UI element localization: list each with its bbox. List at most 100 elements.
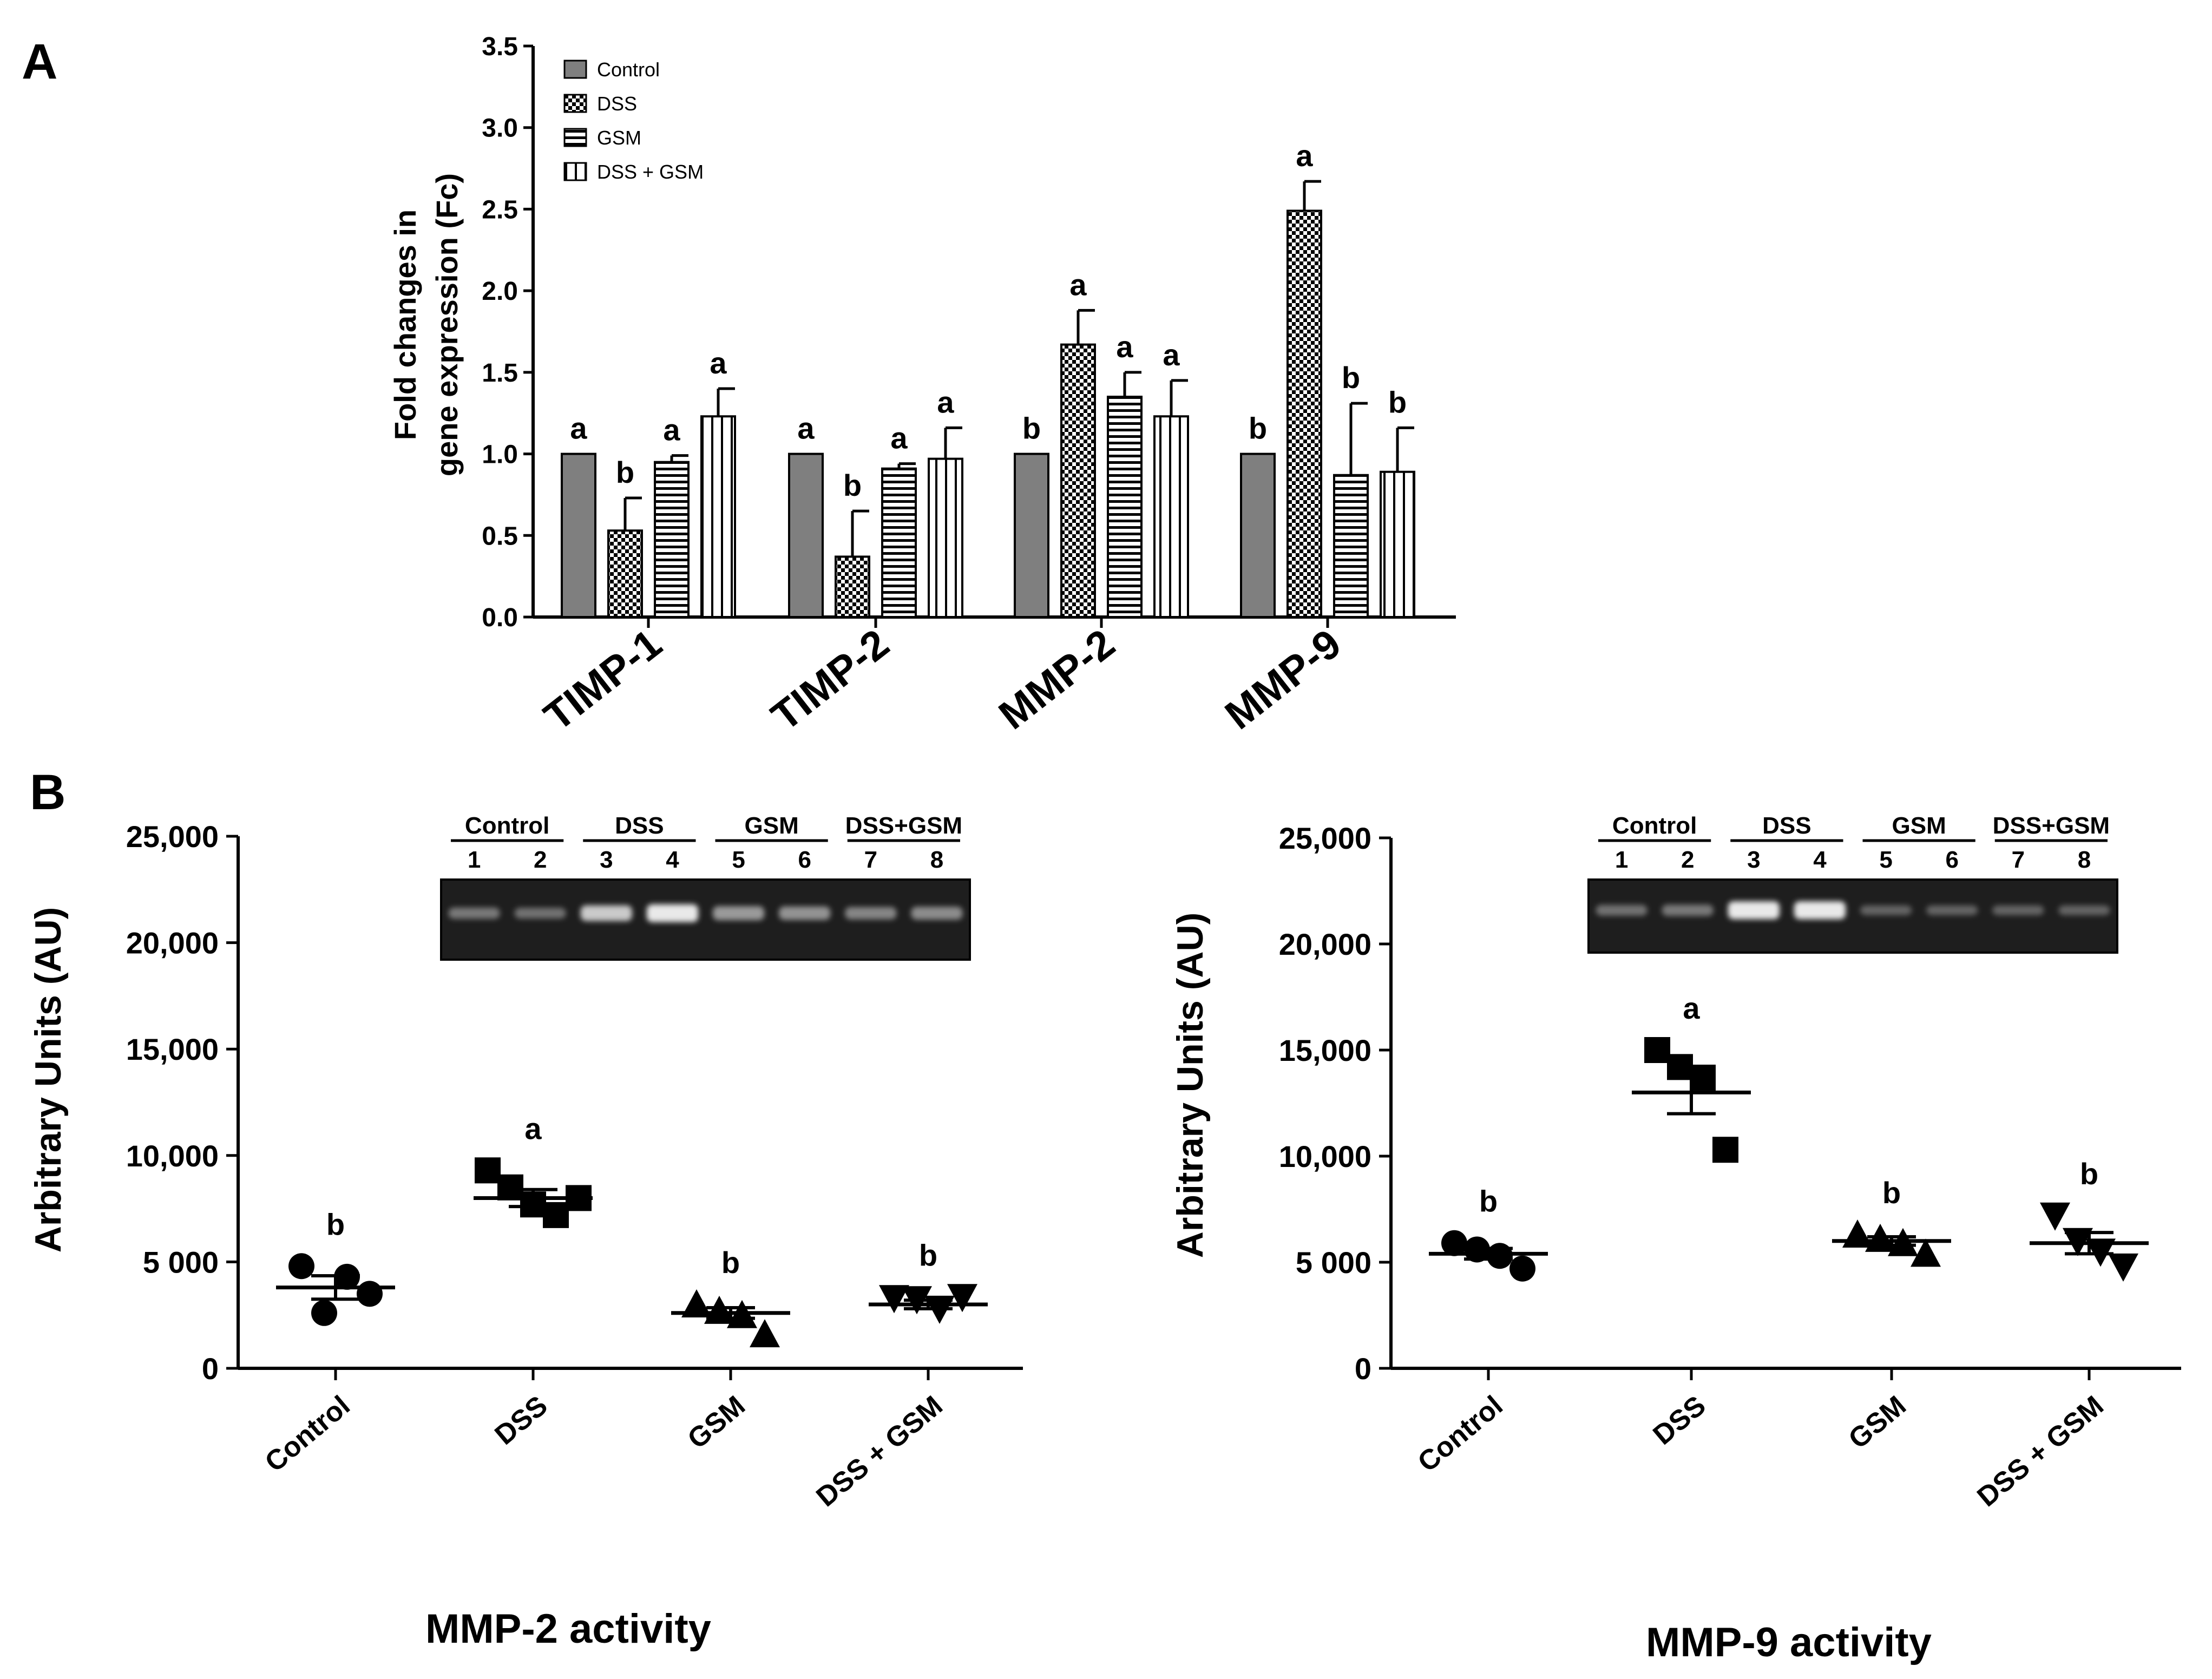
panel-a-bar [1153,415,1189,618]
mmp9-point-triangle-up [1842,1219,1873,1248]
mmp2-significance-letter: b [919,1238,937,1272]
mmp9-gel-band [1992,905,2044,915]
panel-a-legend-label: GSM [597,127,641,149]
mmp2-point-circle [311,1300,337,1326]
mmp9-point-square [1690,1064,1716,1091]
mmp2-significance-letter: a [524,1111,542,1145]
mmp9-gel-lane-number: 1 [1615,847,1628,873]
panel-a-ytick-label: 3.0 [482,114,518,143]
mmp2-ytick-label: 15,000 [126,1032,219,1066]
mmp9-gel-group-label: DSS+GSM [1993,812,2110,839]
panel-a-legend-label: Control [597,58,660,81]
mmp2-ytick-label: 20,000 [126,926,219,960]
panel-a-ytick-label: 1.0 [482,441,518,469]
mmp2-ytick-label: 0 [202,1352,219,1386]
mmp9-significance-letter: a [1683,991,1700,1025]
panel-a-bar-chart: Fold changes in gene expression (Fc) 0.0… [388,32,1456,740]
mmp2-point-square [497,1174,523,1201]
mmp9-point-square [1712,1137,1738,1163]
mmp9-ytick-label: 10,000 [1279,1139,1371,1173]
mmp9-point-circle [1487,1243,1513,1269]
panel-a-significance-letter: b [1249,411,1267,445]
mmp9-category-label: GSM [1843,1390,1912,1455]
mmp2-gel-lane-number: 5 [732,847,745,873]
mmp9-gel-lane-number: 2 [1681,847,1694,873]
mmp9-ytick-label: 5 000 [1296,1245,1371,1280]
panel-a-ytick-label: 0.0 [482,604,518,632]
panel-a-bar [788,452,824,618]
mmp2-ytick-label: 25,000 [126,819,219,854]
mmp9-gel-band [1860,905,1912,915]
mmp2-gel-lane-number: 3 [600,847,613,873]
panel-a-significance-letter: b [1388,385,1407,419]
panel-a-legend-swatch [563,128,587,147]
mmp2-gel-band [646,904,699,922]
mmp9-gel-lane-number: 3 [1747,847,1760,873]
mmp2-gel-band [779,906,831,920]
mmp9-gel-group-label: GSM [1892,812,1946,839]
mmp9-significance-letter: b [1479,1184,1498,1218]
mmp2-category-label: Control [259,1390,356,1478]
panel-a-ytick-label: 2.5 [482,195,518,224]
panel-a-significance-letter: a [890,421,908,455]
mmp2-category-label: DSS [489,1390,554,1451]
panel-a-significance-letter: b [843,468,862,502]
panel-a-label: A [22,34,57,89]
mmp9-ytick-label: 20,000 [1279,927,1371,961]
mmp2-gel-lane-number: 6 [798,847,811,873]
mmp2-gel-group-label: Control [465,812,549,839]
panel-a-bar [654,461,690,619]
mmp2-gel-lane-number: 2 [534,847,547,873]
mmp2-gel-group-label: DSS+GSM [845,812,962,839]
mmp9-ytick-label: 25,000 [1279,821,1371,855]
panel-a-bar [1014,452,1049,618]
mmp9-significance-letter: b [2080,1157,2098,1191]
mmp9-point-triangle-down [2040,1202,2070,1231]
panel-b-label: B [30,765,65,820]
panel-a-significance-letter: b [616,455,634,489]
panel-a-bar [607,529,643,618]
mmp9-category-label: DSS + GSM [1971,1390,2109,1513]
mmp9-gel-band [1794,901,1846,920]
panel-a-bar [1380,470,1415,618]
panel-a-significance-letter: a [1296,139,1313,173]
mmp2-point-circle [288,1253,314,1280]
mmp9-gel-lane-number: 7 [2012,847,2025,873]
mmp2-significance-letter: b [326,1207,345,1241]
mmp9-gel-band [1728,901,1780,920]
panel-a-significance-letter: b [1342,360,1360,395]
mmp2-significance-letter: b [721,1245,740,1280]
mmp9-gel-band [2058,905,2110,915]
panel-a-ylabel-line1: Fold changes in [388,209,422,440]
panel-a-bar [1286,209,1322,618]
mmp9-ytick-label: 15,000 [1279,1033,1371,1067]
mmp9-ytick-label: 0 [1355,1352,1371,1386]
mmp9-gel-lane-number: 4 [1813,847,1827,873]
mmp2-gel-lane-number: 1 [468,847,481,873]
panel-a-significance-letter: a [797,411,815,445]
panel-a-bar [700,415,736,618]
panel-a-bar [561,452,596,618]
mmp2-title: MMP-2 activity [425,1606,711,1652]
panel-a-ytick-label: 2.0 [482,277,518,306]
panel-a-category-label: MMP-9 [1217,620,1349,738]
mmp2-gel-group-label: DSS [615,812,664,839]
mmp2-gel-band [580,905,632,921]
mmp2-point-triangle-up [681,1289,712,1318]
mmp9-gel-group-label: DSS [1762,812,1811,839]
mmp2-ytick-label: 10,000 [126,1139,219,1173]
panel-a-ylabel-line2: gene expression (Fc) [430,173,464,476]
panel-a-legend-swatch [563,162,587,181]
mmp9-gel-band [1926,905,1978,915]
panel-a-ytick-label: 3.5 [482,32,518,61]
panel-a-bar [881,467,917,618]
panel-a-significance-letter: a [710,346,727,380]
mmp2-gel-lane-number: 7 [864,847,877,873]
mmp2-ylabel: Arbitrary Units (AU) [28,907,69,1253]
mmp9-gel-lane-number: 5 [1879,847,1892,873]
panel-a-ytick-label: 0.5 [482,522,518,550]
mmp2-point-triangle-down [947,1284,977,1313]
mmp2-gel-band [845,907,897,920]
mmp9-gel-band [1662,904,1714,916]
